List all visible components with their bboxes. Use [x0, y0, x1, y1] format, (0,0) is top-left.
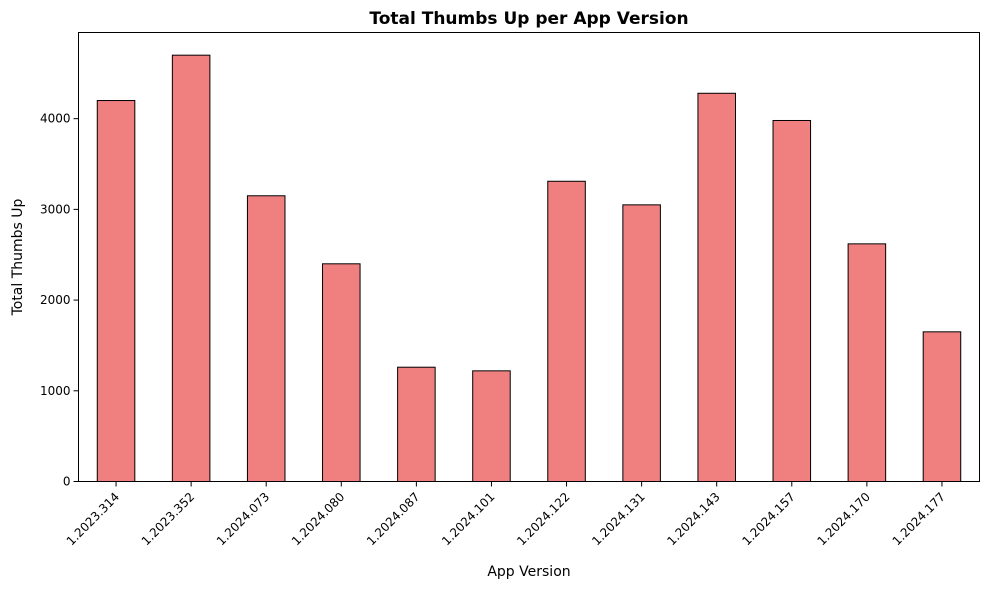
x-axis-label: App Version: [487, 564, 570, 580]
x-tick-label: 1.2024.101: [439, 490, 497, 548]
bar-1.2024.143: [697, 92, 736, 482]
x-tick-label: 1.2024.073: [214, 490, 272, 548]
x-ticks-group: 1.2023.314 1.2023.352 1.2024.073 1.2024.080…: [64, 481, 948, 548]
x-tick-label: 1.2023.352: [139, 490, 197, 548]
bar-1.2023.352: [171, 54, 211, 483]
x-tick-label: 1.2024.177: [890, 490, 948, 548]
x-tick-label: 1.2024.087: [364, 490, 422, 548]
y-tick-label: 3000: [40, 202, 71, 216]
bar-1.2024.131: [622, 204, 661, 482]
x-tick-label: 1.2024.080: [289, 490, 347, 548]
bar-1.2024.177: [922, 331, 962, 483]
bar-1.2024.170: [847, 243, 887, 482]
bar-1.2024.073: [246, 195, 286, 482]
bars-group: [96, 54, 962, 483]
bar-1.2024.101: [472, 370, 511, 482]
y-tick-label: 0: [63, 475, 71, 489]
plot-frame: [78, 32, 980, 482]
x-tick-label: 1.2024.143: [664, 490, 722, 548]
bar-1.2024.087: [397, 366, 436, 482]
chart-title: Total Thumbs Up per App Version: [369, 9, 688, 29]
y-tick-label: 4000: [40, 112, 71, 126]
bar-1.2024.122: [547, 180, 586, 483]
x-tick-label: 1.2024.122: [514, 490, 572, 548]
bar-1.2024.157: [772, 119, 812, 482]
x-tick-label: 1.2024.157: [739, 490, 797, 548]
x-tick-label: 1.2024.131: [589, 490, 647, 548]
y-tick-label: 2000: [40, 293, 71, 307]
y-tick-label: 1000: [40, 384, 71, 398]
y-axis-label: Total Thumbs Up: [10, 198, 26, 316]
x-tick-label: 1.2023.314: [64, 490, 122, 548]
bar-1.2023.314: [96, 100, 136, 482]
x-tick-label: 1.2024.170: [815, 490, 873, 548]
bar-1.2024.080: [322, 263, 361, 483]
y-ticks-group: 0 1000 2000 3000 4000: [40, 112, 79, 489]
